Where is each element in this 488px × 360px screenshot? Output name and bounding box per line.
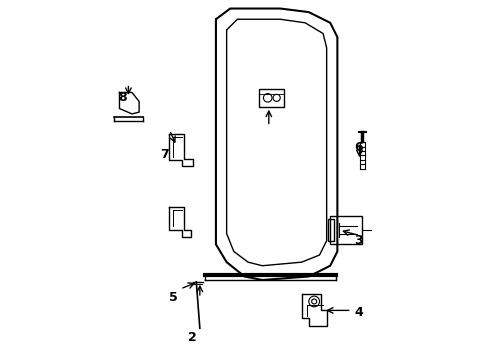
Text: 8: 8: [119, 91, 127, 104]
Text: 4: 4: [354, 306, 363, 319]
Text: 6: 6: [354, 141, 363, 154]
Bar: [258, 89, 283, 107]
Text: 7: 7: [160, 148, 168, 162]
Text: 3: 3: [354, 234, 363, 247]
Text: 5: 5: [168, 291, 177, 305]
Bar: [329, 216, 362, 244]
Bar: [328, 219, 333, 241]
Text: 2: 2: [188, 331, 197, 344]
